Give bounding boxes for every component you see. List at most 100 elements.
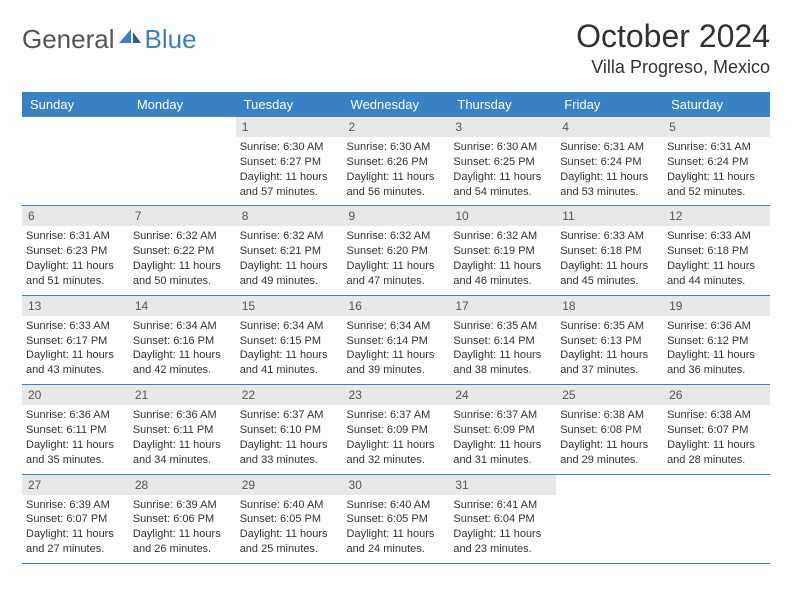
day-detail-line: and 49 minutes. [240, 274, 339, 289]
day-detail-line: and 53 minutes. [560, 185, 659, 200]
day-detail-line: Daylight: 11 hours [133, 527, 232, 542]
day-details: Sunrise: 6:34 AMSunset: 6:16 PMDaylight:… [129, 316, 236, 384]
calendar-day-cell: 4Sunrise: 6:31 AMSunset: 6:24 PMDaylight… [556, 117, 663, 206]
day-detail-line: and 51 minutes. [26, 274, 125, 289]
day-detail-line: Sunset: 6:09 PM [453, 423, 552, 438]
calendar-day-cell: 17Sunrise: 6:35 AMSunset: 6:14 PMDayligh… [449, 295, 556, 384]
day-detail-line: Sunset: 6:05 PM [240, 512, 339, 527]
calendar-day-cell: 24Sunrise: 6:37 AMSunset: 6:09 PMDayligh… [449, 385, 556, 474]
day-detail-line: Daylight: 11 hours [453, 259, 552, 274]
logo-text-general: General [22, 24, 115, 55]
day-detail-line: Sunrise: 6:39 AM [26, 498, 125, 513]
day-details: Sunrise: 6:40 AMSunset: 6:05 PMDaylight:… [236, 495, 343, 563]
day-details: Sunrise: 6:30 AMSunset: 6:25 PMDaylight:… [449, 137, 556, 205]
day-details: Sunrise: 6:32 AMSunset: 6:19 PMDaylight:… [449, 226, 556, 294]
day-detail-line: Sunset: 6:04 PM [453, 512, 552, 527]
calendar-table: SundayMondayTuesdayWednesdayThursdayFrid… [22, 92, 770, 564]
calendar-day-cell: 3Sunrise: 6:30 AMSunset: 6:25 PMDaylight… [449, 117, 556, 206]
calendar-day-cell: 26Sunrise: 6:38 AMSunset: 6:07 PMDayligh… [663, 385, 770, 474]
day-detail-line: Sunrise: 6:36 AM [667, 319, 766, 334]
day-number: 27 [22, 475, 129, 495]
day-detail-line: Daylight: 11 hours [347, 438, 446, 453]
day-details: Sunrise: 6:38 AMSunset: 6:07 PMDaylight:… [663, 405, 770, 473]
day-detail-line: Daylight: 11 hours [240, 348, 339, 363]
day-detail-line: Sunrise: 6:32 AM [453, 229, 552, 244]
day-number: 25 [556, 385, 663, 405]
day-detail-line: Daylight: 11 hours [347, 259, 446, 274]
day-number: 29 [236, 475, 343, 495]
day-detail-line: Sunrise: 6:32 AM [240, 229, 339, 244]
calendar-day-cell: 15Sunrise: 6:34 AMSunset: 6:15 PMDayligh… [236, 295, 343, 384]
day-header: Friday [556, 92, 663, 117]
day-header: Monday [129, 92, 236, 117]
day-number: 19 [663, 296, 770, 316]
day-details: Sunrise: 6:32 AMSunset: 6:21 PMDaylight:… [236, 226, 343, 294]
day-detail-line: Daylight: 11 hours [453, 438, 552, 453]
day-detail-line: and 39 minutes. [347, 363, 446, 378]
day-detail-line: Sunset: 6:26 PM [347, 155, 446, 170]
day-number: 23 [343, 385, 450, 405]
day-details: Sunrise: 6:37 AMSunset: 6:09 PMDaylight:… [449, 405, 556, 473]
day-detail-line: Daylight: 11 hours [26, 259, 125, 274]
day-number: 9 [343, 206, 450, 226]
day-details: Sunrise: 6:40 AMSunset: 6:05 PMDaylight:… [343, 495, 450, 563]
day-detail-line: and 26 minutes. [133, 542, 232, 557]
day-detail-line: Sunset: 6:08 PM [560, 423, 659, 438]
day-details: Sunrise: 6:41 AMSunset: 6:04 PMDaylight:… [449, 495, 556, 563]
day-number: 3 [449, 117, 556, 137]
day-detail-line: Daylight: 11 hours [667, 438, 766, 453]
calendar-day-cell: 22Sunrise: 6:37 AMSunset: 6:10 PMDayligh… [236, 385, 343, 474]
calendar-day-cell: 5Sunrise: 6:31 AMSunset: 6:24 PMDaylight… [663, 117, 770, 206]
day-number: 10 [449, 206, 556, 226]
day-detail-line: Sunrise: 6:40 AM [240, 498, 339, 513]
day-detail-line: Sunrise: 6:32 AM [133, 229, 232, 244]
day-details: Sunrise: 6:36 AMSunset: 6:11 PMDaylight:… [129, 405, 236, 473]
day-detail-line: Sunset: 6:16 PM [133, 334, 232, 349]
day-detail-line: Daylight: 11 hours [240, 527, 339, 542]
day-detail-line: Daylight: 11 hours [667, 170, 766, 185]
day-number: 1 [236, 117, 343, 137]
day-detail-line: Daylight: 11 hours [560, 259, 659, 274]
day-number: 20 [22, 385, 129, 405]
calendar-day-cell: 18Sunrise: 6:35 AMSunset: 6:13 PMDayligh… [556, 295, 663, 384]
day-detail-line: Daylight: 11 hours [240, 170, 339, 185]
day-detail-line: Daylight: 11 hours [133, 259, 232, 274]
day-detail-line: Sunrise: 6:34 AM [133, 319, 232, 334]
calendar-week-row: 13Sunrise: 6:33 AMSunset: 6:17 PMDayligh… [22, 295, 770, 384]
calendar-day-cell: 27Sunrise: 6:39 AMSunset: 6:07 PMDayligh… [22, 474, 129, 563]
day-detail-line: Daylight: 11 hours [240, 259, 339, 274]
day-number: 13 [22, 296, 129, 316]
day-detail-line: Sunset: 6:24 PM [667, 155, 766, 170]
day-detail-line: Sunset: 6:18 PM [560, 244, 659, 259]
day-detail-line: Daylight: 11 hours [560, 348, 659, 363]
day-detail-line: Sunrise: 6:31 AM [560, 140, 659, 155]
day-detail-line: and 54 minutes. [453, 185, 552, 200]
day-detail-line: Sunset: 6:14 PM [453, 334, 552, 349]
day-detail-line: Sunrise: 6:33 AM [667, 229, 766, 244]
day-detail-line: Sunrise: 6:41 AM [453, 498, 552, 513]
day-detail-line: and 31 minutes. [453, 453, 552, 468]
calendar-day-cell: 16Sunrise: 6:34 AMSunset: 6:14 PMDayligh… [343, 295, 450, 384]
day-details: Sunrise: 6:30 AMSunset: 6:27 PMDaylight:… [236, 137, 343, 205]
day-number: 12 [663, 206, 770, 226]
calendar-day-cell: 1Sunrise: 6:30 AMSunset: 6:27 PMDaylight… [236, 117, 343, 206]
day-detail-line: Sunset: 6:10 PM [240, 423, 339, 438]
day-details: Sunrise: 6:31 AMSunset: 6:24 PMDaylight:… [556, 137, 663, 205]
day-detail-line: Sunrise: 6:36 AM [26, 408, 125, 423]
day-detail-line: and 36 minutes. [667, 363, 766, 378]
day-details [22, 137, 129, 195]
day-detail-line: Sunset: 6:22 PM [133, 244, 232, 259]
day-detail-line: Sunset: 6:05 PM [347, 512, 446, 527]
day-detail-line: and 34 minutes. [133, 453, 232, 468]
day-number: 22 [236, 385, 343, 405]
day-detail-line: and 50 minutes. [133, 274, 232, 289]
day-detail-line: Sunset: 6:07 PM [26, 512, 125, 527]
calendar-day-cell: 25Sunrise: 6:38 AMSunset: 6:08 PMDayligh… [556, 385, 663, 474]
day-detail-line: Sunrise: 6:36 AM [133, 408, 232, 423]
day-detail-line: Sunrise: 6:30 AM [347, 140, 446, 155]
day-details: Sunrise: 6:32 AMSunset: 6:22 PMDaylight:… [129, 226, 236, 294]
day-number: 2 [343, 117, 450, 137]
day-details: Sunrise: 6:34 AMSunset: 6:15 PMDaylight:… [236, 316, 343, 384]
day-detail-line: Sunset: 6:15 PM [240, 334, 339, 349]
day-number: 15 [236, 296, 343, 316]
